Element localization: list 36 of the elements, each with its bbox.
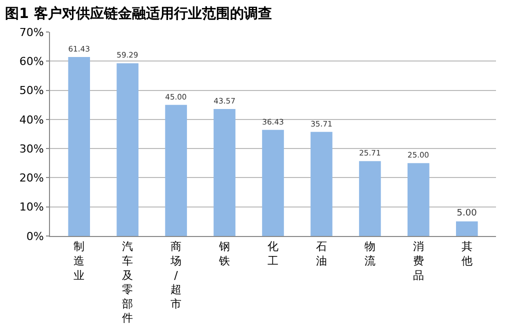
bar [262, 130, 284, 236]
bar [456, 221, 478, 236]
y-tick-label: 40% [19, 113, 44, 126]
x-tick-label: 汽车及零部件 [122, 240, 134, 325]
x-tick-label: 其他 [461, 240, 472, 268]
bar [214, 109, 236, 236]
x-tick-label: 物流 [364, 240, 376, 268]
data-label: 45.00 [165, 92, 187, 102]
bar [310, 132, 332, 236]
x-tick-label: 制造业 [74, 240, 85, 282]
bar [68, 56, 90, 236]
data-label: 35.71 [310, 119, 333, 128]
y-tick-label: 10% [19, 200, 44, 214]
y-tick-label: 20% [19, 172, 44, 185]
x-tick-label: 化工 [268, 240, 278, 268]
data-label: 61.43 [68, 44, 90, 54]
x-tick-label: 消费品 [412, 240, 424, 282]
data-label: 43.57 [214, 96, 236, 106]
data-label: 5.00 [456, 208, 478, 218]
bar [359, 161, 381, 236]
data-label: 25.71 [359, 148, 381, 158]
y-tick-label: 30% [19, 142, 44, 156]
bar [408, 163, 430, 236]
chart-title: 图1 客户对供应链金融适用行业范围的调查 [5, 4, 272, 22]
bar [165, 104, 187, 236]
x-tick-label: 石油 [316, 240, 327, 268]
x-tick-label: 商场/超市 [170, 240, 182, 310]
x-tick-label: 钢铁 [218, 240, 230, 268]
y-tick-label: 70% [19, 26, 44, 39]
data-label: 36.43 [262, 117, 284, 126]
data-label: 25.00 [408, 150, 430, 160]
y-tick-label: 0% [26, 230, 44, 243]
bar [116, 63, 138, 236]
y-tick-label: 60% [19, 54, 44, 68]
data-label: 59.29 [116, 50, 138, 60]
y-tick-label: 50% [19, 84, 44, 98]
